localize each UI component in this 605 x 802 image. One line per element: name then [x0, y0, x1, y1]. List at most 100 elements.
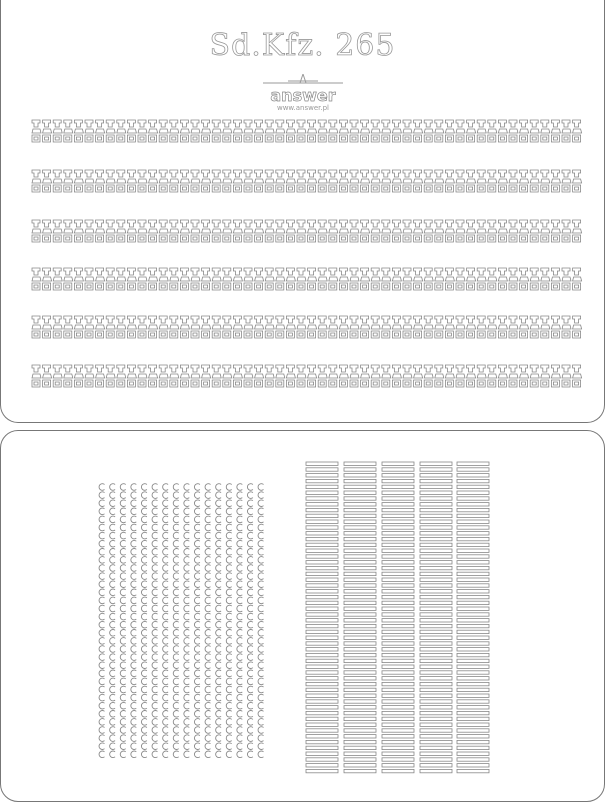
c-part: [130, 726, 137, 734]
bar-part: [305, 769, 339, 774]
c-part: [172, 572, 179, 580]
bar-part: [305, 589, 339, 594]
c-part: [130, 523, 137, 532]
bar-part: [343, 670, 377, 675]
bar-part: [343, 531, 377, 536]
bar-part: [419, 751, 453, 756]
bar-part: [343, 502, 377, 507]
bar-part: [305, 554, 339, 559]
bar-part: [456, 525, 490, 530]
bar-part: [343, 554, 377, 559]
bar-part: [381, 496, 415, 501]
c-part: [98, 653, 105, 661]
bar-part: [343, 653, 377, 658]
bar-part: [381, 716, 415, 722]
c-part: [162, 564, 169, 572]
c-part: [109, 685, 116, 694]
bar-part: [456, 531, 490, 536]
c-part: [162, 531, 169, 540]
bar-part: [343, 629, 377, 635]
bar-part: [456, 600, 490, 606]
c-part: [194, 742, 201, 750]
bar-part: [343, 571, 377, 577]
c-part: [194, 718, 201, 726]
bar-part: [456, 473, 490, 478]
bar-part: [305, 705, 339, 710]
bar-part: [381, 537, 415, 542]
bar-part: [456, 612, 490, 617]
c-part: [247, 702, 254, 710]
bar-part: [343, 687, 377, 693]
c-part: [141, 548, 148, 556]
c-part: [141, 572, 148, 580]
c-part: [236, 596, 243, 605]
c-part: [236, 515, 243, 524]
c-part: [236, 588, 243, 596]
c-part: [151, 677, 158, 686]
c-part: [236, 669, 243, 677]
c-part: [172, 637, 179, 645]
c-part: [151, 483, 158, 491]
c-part: [236, 572, 243, 580]
c-part: [257, 491, 264, 499]
c-part: [98, 548, 105, 556]
bar-part: [343, 682, 377, 687]
c-part: [225, 515, 232, 524]
bar-part: [381, 641, 415, 646]
c-part: [236, 661, 243, 669]
c-part: [225, 702, 232, 710]
c-part: [151, 604, 158, 613]
c-part: [215, 596, 222, 605]
c-part: [183, 621, 190, 629]
bar-part: [381, 670, 415, 675]
c-part: [98, 612, 105, 621]
c-part: [141, 531, 148, 540]
c-part: [236, 653, 243, 661]
c-part: [225, 710, 232, 718]
c-part: [225, 750, 232, 758]
c-part: [151, 702, 158, 710]
bar-part: [381, 589, 415, 594]
c-part: [225, 588, 232, 596]
c-part: [194, 548, 201, 556]
bar-part: [343, 658, 377, 664]
c-part: [183, 523, 190, 532]
c-part: [98, 661, 105, 669]
c-part: [215, 548, 222, 556]
c-part: [119, 540, 126, 548]
c-part: [215, 588, 222, 596]
bar-part: [456, 484, 490, 490]
c-part: [194, 669, 201, 677]
c-part: [215, 718, 222, 726]
bar-part: [456, 618, 490, 623]
c-part: [151, 556, 158, 564]
c-part: [204, 734, 211, 742]
c-part: [204, 548, 211, 556]
bar-part: [456, 693, 490, 698]
c-part: [215, 507, 222, 515]
bar-part: [456, 513, 490, 519]
c-part: [183, 629, 190, 637]
c-part: [109, 523, 116, 532]
c-part: [247, 572, 254, 580]
bar-part: [419, 629, 453, 635]
c-part: [236, 726, 243, 734]
bar-part: [305, 461, 339, 466]
c-part: [257, 693, 264, 702]
c-part: [130, 702, 137, 710]
c-part: [257, 637, 264, 645]
bar-part: [456, 676, 490, 681]
c-part: [204, 515, 211, 524]
c-part: [141, 483, 148, 491]
c-part: [183, 718, 190, 726]
c-part: [194, 677, 201, 686]
bar-part: [419, 542, 453, 548]
bar-part: [381, 653, 415, 658]
c-part: [225, 531, 232, 540]
c-part: [183, 702, 190, 710]
c-part: [204, 612, 211, 621]
c-part: [194, 572, 201, 580]
bar-part: [305, 693, 339, 698]
c-part: [247, 718, 254, 726]
bar-part: [381, 571, 415, 577]
